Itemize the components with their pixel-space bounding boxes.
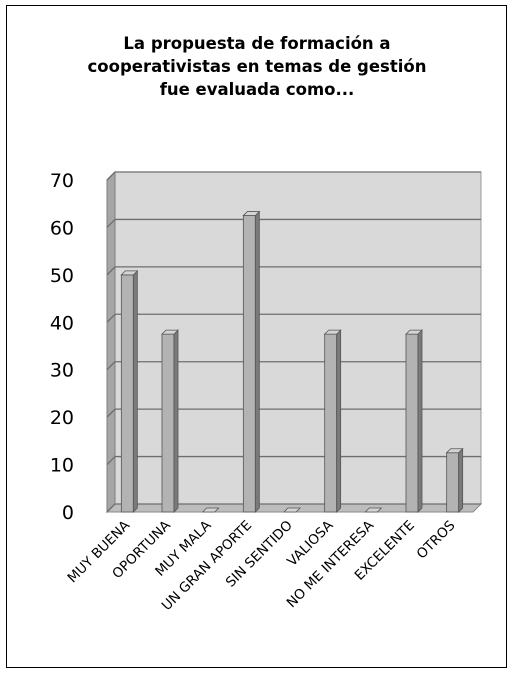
bar <box>324 333 338 513</box>
y-tick-label: 30 <box>50 360 74 382</box>
y-tick-label: 50 <box>50 265 74 287</box>
bar <box>446 452 460 513</box>
y-tick-label: 70 <box>50 170 74 192</box>
y-tick-label: 20 <box>50 407 74 429</box>
y-tick-label: 60 <box>50 217 74 239</box>
gridline-diag <box>106 408 116 418</box>
bar <box>201 507 220 513</box>
bar-side <box>336 329 342 513</box>
y-tick-label: 10 <box>50 455 74 477</box>
bar <box>242 215 256 513</box>
bar-top <box>405 329 423 335</box>
bar <box>120 274 134 513</box>
y-tick-label: 0 <box>62 502 74 524</box>
gridline-diag <box>106 218 116 228</box>
bar-side <box>254 210 260 513</box>
bar-top <box>120 270 139 276</box>
bar-side <box>417 329 423 513</box>
gridline-diag <box>106 266 116 276</box>
bar-top <box>323 329 342 335</box>
bar-side <box>173 329 179 513</box>
bar-top <box>445 448 464 454</box>
bar <box>283 507 301 513</box>
bar <box>161 333 175 513</box>
chart-title: La propuesta de formación a cooperativis… <box>87 34 427 99</box>
bar-top <box>242 211 261 216</box>
bar-side <box>458 447 464 513</box>
y-tick-label: 40 <box>50 312 74 334</box>
gridline-diag <box>106 361 116 371</box>
bar <box>364 507 383 513</box>
bar-side <box>132 269 138 513</box>
gridline-diag <box>106 503 116 513</box>
gridline-diag <box>106 313 116 323</box>
bar-top <box>161 329 179 335</box>
bar <box>405 333 419 513</box>
gridline-diag <box>106 456 116 466</box>
x-category-label: OTROS <box>414 518 459 563</box>
gridline-diag <box>106 171 116 181</box>
